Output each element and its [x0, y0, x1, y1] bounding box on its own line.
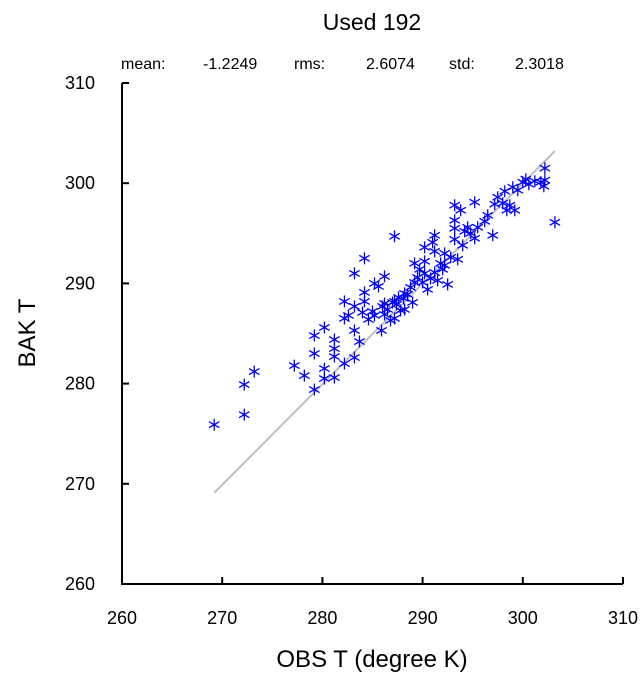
data-point — [472, 221, 484, 234]
y-tick-label: 260 — [65, 574, 95, 594]
data-point — [429, 229, 441, 242]
data-point — [308, 383, 320, 396]
rms-value: 2.6074 — [366, 56, 415, 73]
x-tick-label: 260 — [107, 608, 137, 628]
data-point — [342, 309, 354, 322]
x-axis-label: OBS T (degree K) — [276, 646, 467, 673]
data-point — [328, 371, 340, 384]
chart-title: Used 192 — [323, 9, 421, 35]
data-point — [429, 245, 441, 258]
data-point — [429, 266, 441, 279]
data-point — [539, 162, 551, 175]
y-tick-label: 310 — [65, 73, 95, 93]
data-point — [427, 236, 439, 249]
data-point — [318, 321, 330, 334]
data-point — [509, 204, 521, 217]
data-point — [366, 305, 379, 318]
mean-value: -1.2249 — [203, 56, 257, 73]
rms-label: rms: — [294, 56, 325, 73]
data-point — [308, 329, 320, 342]
stats-line: mean: -1.2249 rms: 2.6074 std: 2.3018 — [121, 56, 564, 73]
data-point — [449, 233, 461, 246]
x-tick-label: 310 — [608, 608, 638, 628]
data-point — [414, 263, 426, 276]
x-tick-label: 290 — [408, 608, 438, 628]
data-point — [368, 309, 381, 322]
reference-line — [213, 150, 556, 494]
data-point — [482, 209, 494, 222]
y-tick-label: 280 — [65, 374, 95, 394]
data-point — [348, 300, 360, 313]
data-point — [379, 270, 391, 283]
data-point — [298, 369, 310, 382]
data-point — [318, 362, 330, 375]
data-point — [348, 267, 360, 280]
data-point — [248, 365, 260, 378]
y-tick-label: 270 — [65, 474, 95, 494]
data-point — [487, 229, 499, 242]
data-point — [452, 253, 464, 266]
y-tick-label: 290 — [65, 273, 95, 293]
data-point — [348, 351, 360, 364]
data-point — [409, 257, 421, 270]
data-point — [238, 378, 250, 391]
std-label: std: — [449, 56, 475, 73]
data-point — [439, 259, 451, 272]
x-tick-label: 300 — [508, 608, 538, 628]
data-point — [208, 418, 220, 431]
data-point — [539, 174, 551, 187]
data-point — [469, 196, 481, 209]
data-point — [549, 216, 561, 229]
data-point — [338, 295, 350, 308]
data-point — [419, 255, 431, 268]
data-point — [338, 357, 350, 370]
data-point — [504, 199, 516, 212]
data-point — [375, 324, 388, 337]
data-point — [512, 184, 524, 197]
data-point — [238, 408, 250, 421]
data-point — [372, 280, 385, 293]
data-point — [358, 252, 371, 265]
data-point — [445, 251, 457, 264]
y-tick-label: 300 — [65, 173, 95, 193]
data-point — [442, 278, 454, 291]
x-tick-label: 270 — [207, 608, 237, 628]
data-point — [348, 324, 360, 337]
data-point — [389, 230, 401, 243]
data-point — [399, 303, 411, 316]
data-point — [457, 239, 469, 252]
data-point — [407, 296, 419, 309]
data-point — [422, 283, 434, 296]
data-point — [358, 286, 371, 299]
mean-label: mean: — [121, 56, 165, 73]
x-tick-label: 280 — [307, 608, 337, 628]
data-point — [308, 347, 320, 360]
data-point — [455, 204, 467, 217]
data-point — [449, 214, 461, 227]
std-value: 2.3018 — [515, 56, 564, 73]
data-point — [356, 306, 369, 319]
data-point — [419, 241, 431, 254]
data-point — [449, 199, 461, 212]
data-point — [469, 232, 481, 245]
data-point — [288, 359, 300, 372]
data-point — [328, 333, 340, 346]
data-point — [419, 267, 431, 280]
data-point — [432, 274, 444, 287]
data-point — [353, 335, 365, 348]
data-point — [538, 180, 550, 193]
data-point — [318, 372, 330, 385]
data-point — [437, 263, 449, 276]
data-point — [389, 312, 401, 325]
data-point — [492, 191, 504, 204]
y-axis-label: BAK T — [14, 298, 41, 367]
